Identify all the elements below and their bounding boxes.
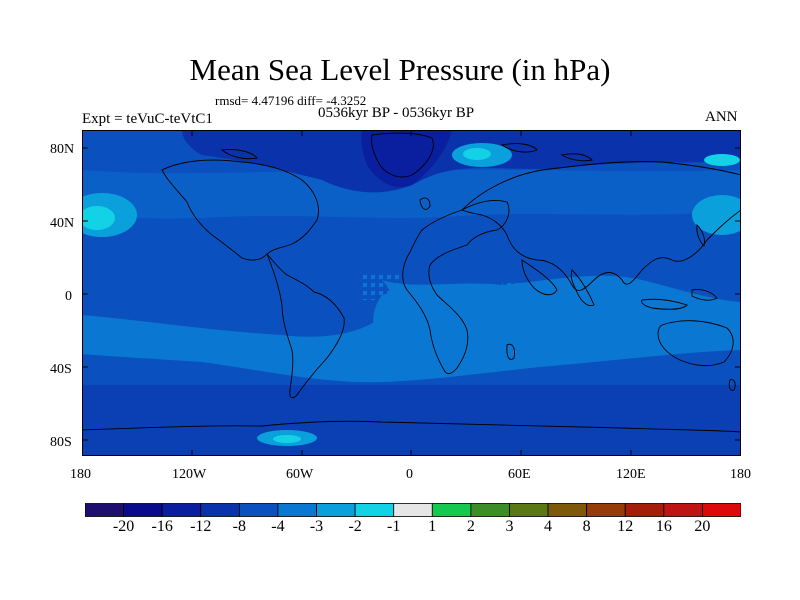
north-pacific-core <box>82 206 115 230</box>
colorbar-label: -20 <box>112 518 135 535</box>
colorbar-box <box>663 503 703 517</box>
colorbar-label: -16 <box>151 518 173 535</box>
colorbar-box <box>354 503 395 517</box>
map-ticks <box>82 130 741 456</box>
greenland-low <box>361 130 452 188</box>
pressure-map <box>82 130 741 456</box>
stats-label: rmsd= 4.47196 diff= -4.3252 <box>215 93 367 108</box>
colorbar-box <box>123 503 163 517</box>
colorbar-box <box>277 503 317 517</box>
antarctic-core <box>273 435 301 443</box>
colorbar-box <box>316 503 356 517</box>
colorbar-label: 2 <box>466 518 475 535</box>
colorbar-label: -8 <box>232 518 246 535</box>
lon-label-120w: 120W <box>172 467 207 482</box>
lon-label-180w: 180 <box>70 467 91 482</box>
lat-label-80s: 80S <box>50 435 72 450</box>
atlantic-region <box>373 284 537 375</box>
colorbar-label: 1 <box>428 518 437 535</box>
colorbar-label: 8 <box>582 518 591 535</box>
experiment-label: Expt = teVuC-teVtC1 <box>82 111 213 127</box>
colorbar-box <box>547 503 588 517</box>
lat-label-40n: 40N <box>50 216 75 231</box>
colorbar-label: -2 <box>348 518 362 535</box>
colorbar-box <box>393 503 433 517</box>
season-label: ANN <box>705 109 738 125</box>
colorbar-label: -3 <box>309 518 324 535</box>
colorbar-label: -4 <box>271 518 285 535</box>
colorbar-label: 20 <box>694 518 711 535</box>
colorbar-box <box>624 503 665 517</box>
colorbar-box <box>702 503 741 517</box>
colorbar-box <box>586 503 626 517</box>
nh-zone <box>82 169 741 219</box>
colorbar-box <box>161 503 202 517</box>
siberia-anomaly <box>704 154 740 166</box>
colorbar-label: 3 <box>505 518 514 535</box>
colorbar-box <box>431 503 472 517</box>
colorbar-label: -1 <box>387 518 401 535</box>
period-label: 0536kyr BP - 0536kyr BP <box>318 105 475 121</box>
colorbar-box <box>200 503 240 517</box>
lon-label-180e: 180 <box>730 467 751 482</box>
scandinavia-core <box>463 148 491 160</box>
lon-label-120e: 120E <box>616 467 646 482</box>
west-pacific-anomaly <box>692 195 741 235</box>
lon-label-0: 0 <box>406 467 413 482</box>
colorbar-label: 16 <box>655 518 672 535</box>
southern-ocean <box>82 385 741 456</box>
coastlines <box>82 132 741 433</box>
colorbar-box <box>470 503 510 517</box>
stipple-atlantic <box>362 275 402 300</box>
colorbar-box <box>509 503 549 517</box>
stipple-indian <box>502 280 547 310</box>
lon-label-60e: 60E <box>508 467 531 482</box>
lat-label-0: 0 <box>65 289 72 304</box>
lat-label-80n: 80N <box>50 142 75 157</box>
lat-label-40s: 40S <box>50 362 72 377</box>
colorbar-box <box>238 503 279 517</box>
plot-title: Mean Sea Level Pressure (in hPa) <box>189 52 611 87</box>
colorbar-label: 12 <box>617 518 634 535</box>
colorbar-box <box>85 503 124 517</box>
colorbar-label: 4 <box>544 518 553 535</box>
colorbar <box>85 503 741 517</box>
colorbar-label: -12 <box>190 518 212 535</box>
lon-label-60w: 60W <box>286 467 314 482</box>
